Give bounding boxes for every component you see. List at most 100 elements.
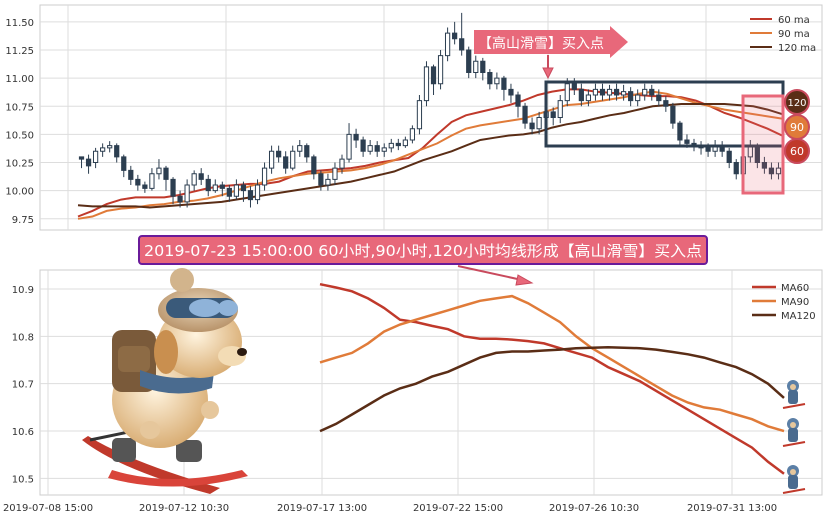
skier-icons (782, 380, 806, 494)
top-candles (78, 12, 782, 208)
bottom-legend-ma90: MA90 (781, 297, 809, 308)
top-y-tick-label: 11.50 (5, 18, 34, 29)
bottom-series-MA60 (319, 282, 785, 475)
candle (536, 111, 542, 135)
candle (606, 84, 613, 101)
candle (444, 27, 451, 62)
candle (775, 162, 782, 180)
candle (297, 140, 303, 157)
candle (761, 156, 768, 174)
candle (452, 21, 458, 45)
candle (191, 170, 197, 191)
candle (620, 84, 627, 101)
candle (212, 179, 218, 193)
candle (247, 186, 254, 208)
candle (381, 143, 387, 157)
candle (261, 162, 268, 191)
candle (219, 181, 225, 197)
candle (128, 165, 134, 185)
top-y-tick-label: 9.75 (12, 215, 34, 226)
top-series-60-ma (77, 88, 783, 218)
candle (529, 117, 535, 135)
candle (78, 156, 85, 169)
candle (121, 154, 127, 178)
candle (508, 83, 514, 103)
candle (480, 57, 486, 81)
skiing-dog-mascot-icon (82, 268, 248, 494)
candle (92, 147, 99, 169)
candle (360, 136, 366, 157)
bottom-x-tick-label: 2019-07-08 15:00 (3, 503, 93, 514)
candle (522, 102, 528, 129)
candle (585, 89, 592, 107)
candle (346, 123, 352, 163)
candle (332, 162, 338, 185)
badge-60-text: 60 (790, 145, 804, 158)
bottom-legend: MA60 MA90 MA120 (752, 283, 816, 322)
candle (114, 143, 120, 163)
candle (501, 75, 507, 101)
bottom-legend-ma60: MA60 (781, 283, 809, 294)
candle (416, 95, 423, 135)
top-series-90-ma (77, 90, 783, 220)
top-y-tick-label: 11.25 (5, 46, 34, 57)
bottom-series-MA120 (319, 345, 785, 433)
candle (233, 179, 240, 200)
top-y-tick-label: 10.25 (5, 159, 34, 170)
candle (473, 55, 479, 79)
candle (100, 143, 106, 157)
bottom-legend-ma120: MA120 (781, 311, 816, 322)
pink-highlight-box (741, 94, 785, 195)
candle (466, 46, 472, 79)
candle (663, 96, 669, 112)
bottom-y-tick-label: 10.7 (12, 380, 34, 391)
bottom-moving-averages (319, 282, 785, 475)
candle (142, 181, 148, 193)
top-legend: 60 ma 90 ma 120 ma (750, 15, 816, 54)
candle (670, 102, 676, 129)
candle (304, 143, 310, 163)
candle (149, 168, 155, 191)
candle (733, 159, 739, 180)
bottom-y-tick-label: 10.8 (12, 332, 34, 343)
candle (325, 173, 331, 191)
candle (163, 165, 169, 191)
badge-120: 120 (784, 89, 810, 115)
candle (290, 145, 296, 171)
candle (107, 141, 113, 153)
candle (726, 147, 732, 169)
candle (240, 181, 247, 202)
ma-badges: 120 90 60 (784, 89, 810, 164)
candle (599, 83, 606, 101)
candle (550, 107, 556, 126)
candle (459, 12, 465, 56)
buy-point-annotation: 【高山滑雪】买入点 (474, 26, 628, 80)
top-legend-60: 60 ma (778, 15, 810, 26)
candle (353, 128, 359, 148)
top-legend-90: 90 ma (778, 29, 810, 40)
candle (254, 179, 261, 205)
candle (156, 159, 162, 180)
candle (367, 140, 373, 155)
candle (656, 89, 662, 107)
candle (592, 83, 599, 101)
candle (613, 83, 620, 101)
top-y-tick-label: 10.75 (5, 102, 34, 113)
candle (184, 179, 190, 208)
candle (578, 83, 584, 107)
bottom-y-tick-label: 10.6 (12, 427, 34, 438)
signal-banner-text: 2019-07-23 15:00:00 60小时,90小时,120小时均线形成【… (144, 242, 702, 260)
candle (437, 50, 444, 90)
bottom-series-MA90 (319, 294, 785, 433)
bottom-x-tick-label: 2019-07-22 15:00 (413, 503, 503, 514)
bottom-y-tick-label: 10.9 (12, 285, 34, 296)
candle (170, 177, 176, 205)
candle (642, 83, 648, 101)
bottom-x-tick-label: 2019-07-26 10:30 (549, 503, 639, 514)
candle (198, 168, 204, 185)
candle (85, 154, 92, 174)
bottom-x-tick-label: 2019-07-31 13:00 (687, 503, 777, 514)
candle (177, 190, 183, 208)
candle (226, 185, 232, 202)
